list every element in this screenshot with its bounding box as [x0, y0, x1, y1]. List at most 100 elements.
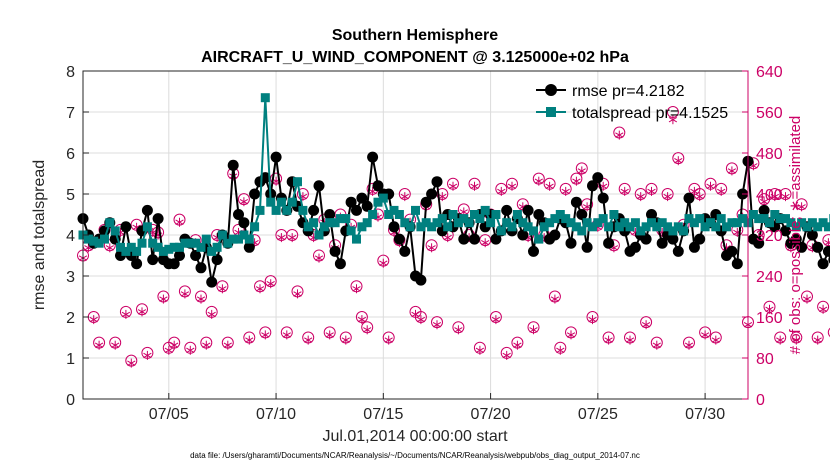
right-tick-label: 400: [756, 187, 783, 204]
totalspread-point: [352, 234, 361, 244]
rmse-point: [195, 262, 207, 274]
obs-possible-point: [827, 327, 830, 338]
rmse-point: [587, 180, 598, 192]
obs-assimilated-point: [266, 279, 275, 289]
totalspread-point: [110, 226, 120, 236]
obs-assimilated-point: [261, 330, 270, 340]
rmse-point: [367, 151, 379, 163]
obs-assimilated-point: [218, 284, 227, 294]
obs-assimilated-point: [293, 289, 302, 299]
rmse-point: [646, 209, 657, 220]
rmse-point: [152, 213, 164, 225]
totalspread-point: [732, 218, 742, 228]
rmse-point: [415, 274, 427, 286]
totalspread-point: [180, 238, 190, 248]
asterisk-stroke: [545, 183, 554, 190]
asterisk-stroke: [111, 342, 120, 348]
asterisk-stroke: [561, 188, 570, 195]
obs-assimilated-point: [127, 358, 136, 368]
totalspread-point: [105, 218, 115, 228]
asterisk-stroke: [357, 316, 367, 323]
obs-assimilated-point: [325, 330, 334, 340]
obs-assimilated-point: [668, 115, 678, 125]
rmse-point: [570, 196, 582, 208]
totalspread-point: [153, 242, 163, 252]
totalspread-point: [636, 226, 646, 236]
totalspread-point: [577, 226, 587, 236]
asterisk-stroke: [802, 296, 812, 302]
rmse-point: [399, 245, 411, 257]
rmse-point: [694, 233, 706, 245]
asterisk-stroke: [170, 342, 179, 348]
asterisk-stroke: [556, 347, 565, 354]
asterisk-stroke: [507, 183, 517, 190]
rmse-point: [688, 241, 700, 253]
totalspread-point: [384, 210, 394, 219]
asterisk-stroke: [448, 183, 458, 190]
asterisk-stroke: [218, 286, 227, 292]
asterisk-stroke: [121, 311, 131, 318]
rmse-point: [131, 258, 143, 270]
obs-assimilated-point: [615, 130, 624, 140]
totalspread-point: [464, 218, 474, 228]
totalspread-point: [169, 242, 179, 252]
totalspread-point: [303, 222, 313, 232]
asterisk-stroke: [497, 188, 506, 195]
asterisk-stroke: [615, 132, 624, 138]
obs-assimilated-point: [223, 340, 232, 350]
rmse-point: [565, 237, 577, 249]
asterisk-stroke: [459, 209, 468, 215]
y-axis-label-left: rmse and totalspread: [31, 160, 48, 310]
totalspread-point: [330, 218, 340, 228]
totalspread-point: [711, 222, 721, 232]
asterisk-stroke: [105, 245, 114, 251]
totalspread-point: [759, 214, 769, 224]
totalspread-point: [657, 218, 667, 228]
obs-assimilated-point: [255, 284, 265, 294]
totalspread-point: [175, 242, 184, 252]
asterisk-stroke: [438, 193, 447, 200]
obs-assimilated-point: [416, 315, 426, 325]
obs-assimilated-point: [432, 320, 442, 330]
totalspread-point: [518, 218, 528, 228]
totalspread-point: [437, 214, 447, 224]
asterisk-stroke: [636, 193, 645, 200]
totalspread-point: [276, 197, 286, 207]
totalspread-point: [137, 238, 147, 248]
totalspread-point: [116, 242, 125, 252]
rmse-point: [308, 204, 320, 216]
obs-assimilated-point: [765, 304, 774, 314]
obs-assimilated-point: [186, 345, 195, 355]
asterisk-stroke: [196, 296, 206, 302]
rmse-point: [351, 204, 362, 216]
obs-assimilated-point: [363, 325, 372, 335]
asterisk-stroke: [89, 316, 98, 323]
totalspread-point: [260, 93, 270, 103]
obs-assimilated-point: [706, 181, 715, 191]
totalspread-point: [244, 234, 254, 244]
y-axis-label-right: # of obs: o=possible; ∗=assimilated: [787, 116, 804, 355]
totalspread-point: [282, 205, 292, 215]
asterisk-stroke: [416, 316, 426, 323]
totalspread-point: [609, 210, 619, 219]
totalspread-point: [550, 214, 560, 224]
obs-assimilated-point: [470, 181, 479, 191]
totalspread-point: [604, 222, 614, 232]
rmse-point: [672, 245, 684, 257]
obs-assimilated-point: [282, 330, 291, 340]
obs-assimilated-point: [137, 307, 147, 317]
rmse-point: [683, 192, 695, 204]
rmse-point: [329, 245, 341, 257]
obs-assimilated-point: [545, 181, 554, 191]
totalspread-point: [341, 214, 351, 224]
rmse-point: [206, 276, 218, 288]
asterisk-stroke: [341, 337, 350, 343]
asterisk-stroke: [604, 337, 613, 343]
totalspread-point: [588, 222, 597, 232]
asterisk-stroke: [706, 183, 715, 190]
right-tick-label: 560: [756, 105, 783, 122]
totalspread-point: [512, 210, 522, 219]
asterisk-stroke: [588, 316, 597, 323]
obs-assimilated-point: [700, 330, 710, 340]
totalspread-point: [389, 205, 399, 215]
